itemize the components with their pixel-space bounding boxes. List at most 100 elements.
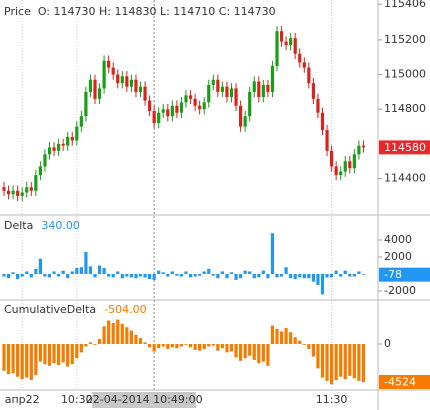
candle-body xyxy=(266,84,270,92)
candle-body xyxy=(343,161,347,172)
bar xyxy=(166,343,170,350)
bar xyxy=(61,270,65,274)
bar xyxy=(134,273,138,279)
candle-body xyxy=(11,190,15,195)
bar xyxy=(339,273,343,277)
bar xyxy=(216,273,220,279)
bar xyxy=(29,273,33,278)
bar xyxy=(111,273,115,278)
candle-body xyxy=(320,112,325,131)
bar xyxy=(179,273,184,277)
bar xyxy=(11,272,15,274)
bar xyxy=(198,343,202,351)
bar xyxy=(293,273,297,280)
candle-body xyxy=(243,116,247,127)
candle-body xyxy=(229,88,234,98)
cum-title: CumulativeDelta -504.00 xyxy=(4,303,147,316)
bar xyxy=(29,343,33,381)
bar xyxy=(102,326,106,344)
candle-body xyxy=(302,62,306,68)
bar xyxy=(47,343,52,366)
bar xyxy=(284,267,288,274)
candle-body xyxy=(148,100,152,111)
y-tick-label: 115200 xyxy=(384,33,426,46)
candle-body xyxy=(102,60,106,89)
candle-body xyxy=(220,86,224,92)
bar xyxy=(25,271,29,274)
bar xyxy=(252,273,256,279)
bar xyxy=(352,343,356,379)
bar xyxy=(138,273,143,277)
bar xyxy=(211,343,215,346)
candle-body xyxy=(216,79,220,92)
candle-body xyxy=(38,166,42,176)
candle-body xyxy=(66,136,70,146)
bar xyxy=(325,343,329,381)
candle-body xyxy=(61,143,65,146)
bar xyxy=(357,271,361,274)
y-tick-label: 115406 xyxy=(384,0,426,10)
bar xyxy=(216,343,220,351)
bar xyxy=(52,343,56,364)
candle-body xyxy=(29,187,33,191)
candle-body xyxy=(207,84,211,103)
bar xyxy=(70,271,74,274)
bar xyxy=(307,273,311,279)
bar xyxy=(125,327,129,344)
candle-body xyxy=(79,116,83,127)
bar xyxy=(152,343,156,352)
last-value-label: 114580 xyxy=(384,141,426,154)
bar xyxy=(47,273,52,278)
candle-body xyxy=(188,95,193,99)
last-value-label: -78 xyxy=(384,268,402,281)
bar xyxy=(193,273,197,277)
bar xyxy=(20,273,24,277)
candle-body xyxy=(75,126,79,141)
bar xyxy=(334,343,338,381)
bar xyxy=(298,340,302,344)
x-tick-label: апр22 xyxy=(5,393,40,406)
bar xyxy=(57,343,61,365)
bar xyxy=(38,258,42,274)
bar xyxy=(152,273,156,280)
candle-body xyxy=(120,76,124,84)
bar xyxy=(97,265,102,274)
candle-body xyxy=(6,190,11,195)
bar xyxy=(184,271,188,274)
candle-body xyxy=(275,31,279,66)
candle-body xyxy=(330,150,334,167)
candle-body xyxy=(43,154,47,167)
bar xyxy=(102,268,106,274)
y-tick-label: 114400 xyxy=(384,172,426,185)
bar xyxy=(202,271,206,274)
candle-body xyxy=(284,41,288,46)
bar xyxy=(239,273,243,279)
candle-body xyxy=(339,171,343,176)
bar xyxy=(75,343,79,359)
bar xyxy=(97,338,102,344)
bar xyxy=(129,330,133,344)
bar xyxy=(148,343,152,348)
last-value-box xyxy=(379,267,430,282)
bar xyxy=(248,271,252,274)
bar xyxy=(343,343,347,380)
bar xyxy=(348,273,352,277)
candle-body xyxy=(134,79,138,92)
bar xyxy=(330,343,334,385)
bar xyxy=(229,272,234,274)
candle-body xyxy=(25,187,29,193)
bar xyxy=(88,266,93,274)
bar xyxy=(2,343,6,371)
bar xyxy=(143,273,147,278)
bar xyxy=(334,270,338,274)
bar xyxy=(16,343,20,377)
bar xyxy=(239,343,243,361)
bar xyxy=(257,273,261,278)
bar xyxy=(166,273,170,277)
candle-body xyxy=(143,86,147,101)
bar xyxy=(284,328,288,344)
candle-body xyxy=(316,98,320,113)
bar xyxy=(70,343,74,365)
candle-body xyxy=(129,79,133,87)
